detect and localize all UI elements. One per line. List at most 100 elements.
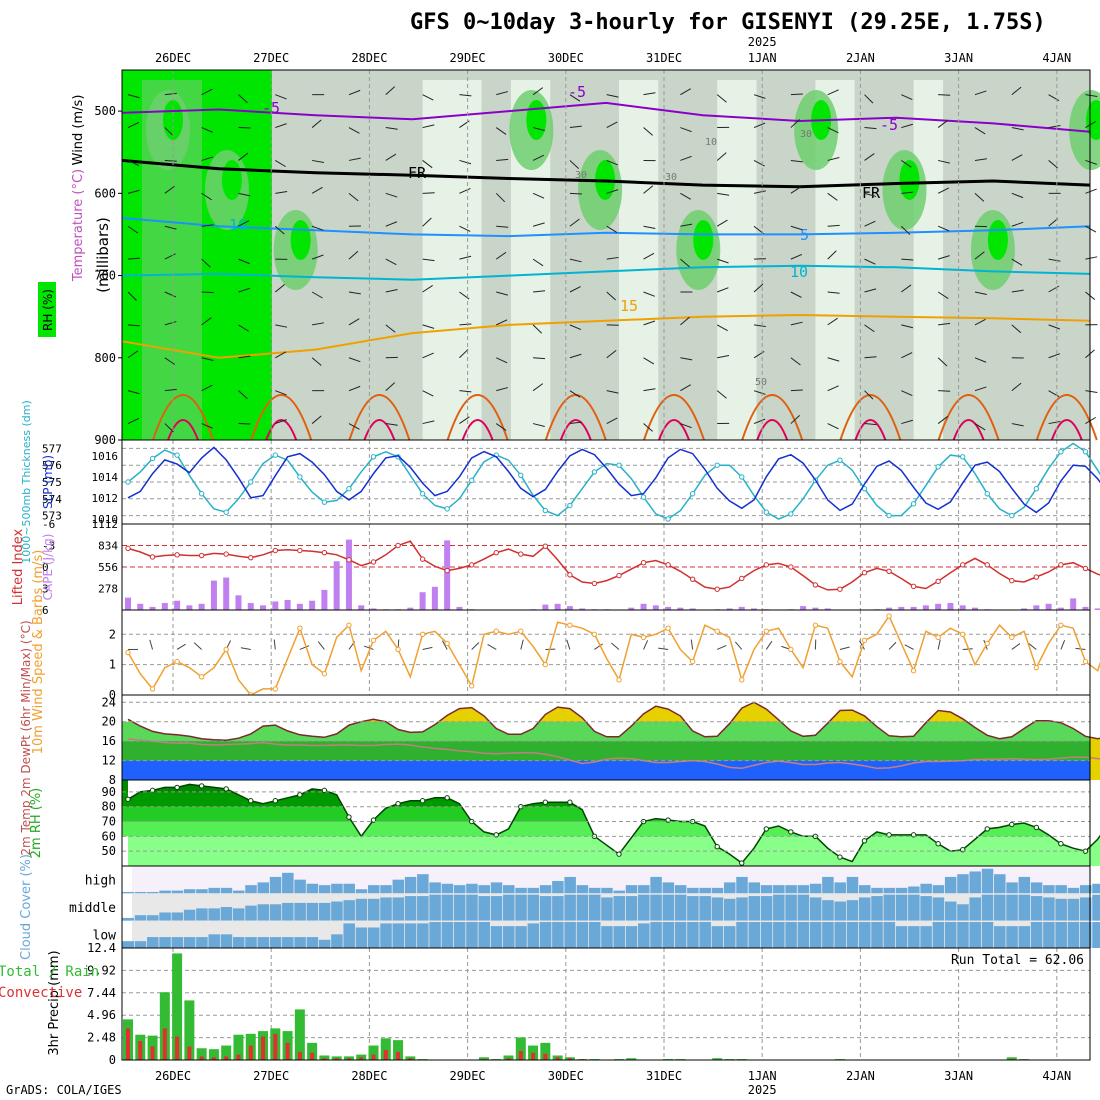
wind-barb-10m: [273, 639, 276, 650]
wind-barb: [238, 94, 248, 104]
precip-convective-bar: [273, 1033, 278, 1060]
wind-barb: [275, 419, 287, 425]
pressure-tick-label: 700: [94, 269, 116, 283]
cape-bar: [419, 592, 426, 610]
wind-speed-line-point: [861, 637, 868, 644]
cloud-low-bar: [220, 934, 233, 948]
wind-barb: [164, 127, 174, 137]
wind-barb: [348, 357, 361, 363]
wind-barb: [496, 158, 509, 161]
wind-barb: [1085, 188, 1097, 194]
rh-dry-band: [913, 80, 944, 440]
rh2m-area: [128, 784, 1100, 866]
temperature-contour-25: [1050, 419, 1083, 441]
thickness-tick-label: 574: [42, 493, 62, 506]
cape-bar: [959, 605, 966, 610]
cloud-high-bar: [490, 882, 503, 894]
cloud-low-bar: [355, 927, 368, 948]
wind-barb: [827, 385, 839, 392]
contour-label: -5: [880, 116, 898, 134]
wind-barb: [311, 254, 324, 260]
wind-barb-10m: [643, 640, 649, 650]
pressure-tick-label: 600: [94, 186, 116, 200]
cloud-middle-bar: [134, 915, 147, 921]
cloud-high-bar: [466, 883, 478, 894]
contour-label: 10: [790, 263, 808, 281]
cloud-high-bar: [380, 885, 392, 894]
wind-barb: [311, 357, 322, 366]
cape-bar: [444, 540, 451, 610]
cape-tick-label: 278: [98, 583, 118, 596]
lifted-index-line-point: [886, 568, 892, 574]
year-label-top: 2025: [748, 35, 777, 49]
wind-barb: [827, 423, 839, 430]
wind-barb: [422, 352, 434, 359]
cloud-low-bar: [466, 922, 478, 948]
wind-barb: [864, 153, 875, 161]
cloud-middle-bar: [539, 896, 552, 921]
wind-speed-line-point: [689, 658, 696, 665]
precip-convective-bar: [396, 1051, 401, 1060]
lifted-index-line-point: [444, 567, 450, 574]
wind-barb-10m: [904, 644, 914, 650]
cloud-high-bar: [269, 876, 282, 894]
cape-bar: [137, 603, 144, 610]
rh-dry-band: [619, 80, 659, 440]
wind-speed-line-point: [419, 631, 426, 637]
cape-bar: [800, 606, 807, 610]
cape-bar: [910, 606, 917, 610]
wind-barb: [1011, 382, 1022, 392]
wind-speed-line-point: [1033, 664, 1040, 671]
date-label-bottom: 30DEC: [548, 1069, 584, 1083]
wind-barb: [606, 94, 619, 98]
date-label-top: 29DEC: [450, 51, 486, 65]
cloud-high-bar: [981, 868, 994, 894]
thickness-line-point: [910, 501, 917, 507]
wind-barb: [275, 390, 287, 396]
wind-barb: [495, 127, 507, 135]
wind-barb: [1085, 159, 1097, 165]
temperature-contour-20: [643, 394, 705, 441]
wind-barb: [680, 88, 692, 96]
temp-tick-label: 20: [102, 715, 116, 729]
cloud-low-bar: [490, 926, 503, 948]
wind-barb: [937, 415, 949, 424]
wind-barb: [753, 122, 766, 129]
cloud-low-bar: [650, 922, 662, 948]
cloud-low-bar: [736, 922, 748, 948]
cloud-middle-bar: [846, 900, 859, 921]
cape-bar: [1094, 608, 1100, 610]
cape-bar: [1045, 603, 1052, 610]
cloud-high-bar: [846, 876, 859, 894]
wind-speed-line-point: [346, 622, 352, 628]
wind-speed-line-point: [518, 628, 524, 634]
cloud-low-bar: [601, 926, 613, 948]
cloud-low-bar: [674, 922, 687, 948]
cloud-high-bar: [232, 890, 245, 894]
cloud-high-bar: [944, 876, 957, 894]
wind-barb: [201, 317, 212, 326]
wind-barb: [201, 357, 214, 361]
wind-barb: [385, 192, 398, 198]
rh2m-line-point: [616, 851, 622, 857]
cape-bar: [689, 608, 696, 610]
date-label-top: 3JAN: [944, 51, 973, 65]
wind-barb: [864, 192, 877, 197]
wind-barb: [385, 382, 396, 392]
precip-convective-bar: [162, 1028, 167, 1060]
wind-barb: [348, 423, 360, 430]
wind-speed-line-point: [174, 658, 180, 665]
rh2m-line-point: [861, 838, 868, 844]
temperature-contour-25: [658, 419, 690, 441]
wind-barb: [753, 94, 766, 99]
cloud-middle-bar: [331, 901, 343, 921]
cloud-low-bar: [331, 934, 343, 948]
pressure-tick-label: 900: [94, 433, 116, 447]
wind-tick-label: 0: [109, 688, 116, 702]
cloud-low-bar: [760, 922, 773, 948]
wind-barb: [1048, 420, 1061, 425]
cloud-high-bar: [453, 885, 466, 894]
wind-barb: [900, 225, 911, 235]
cloud-low-bar: [748, 922, 761, 948]
thickness-line-point: [567, 502, 573, 509]
